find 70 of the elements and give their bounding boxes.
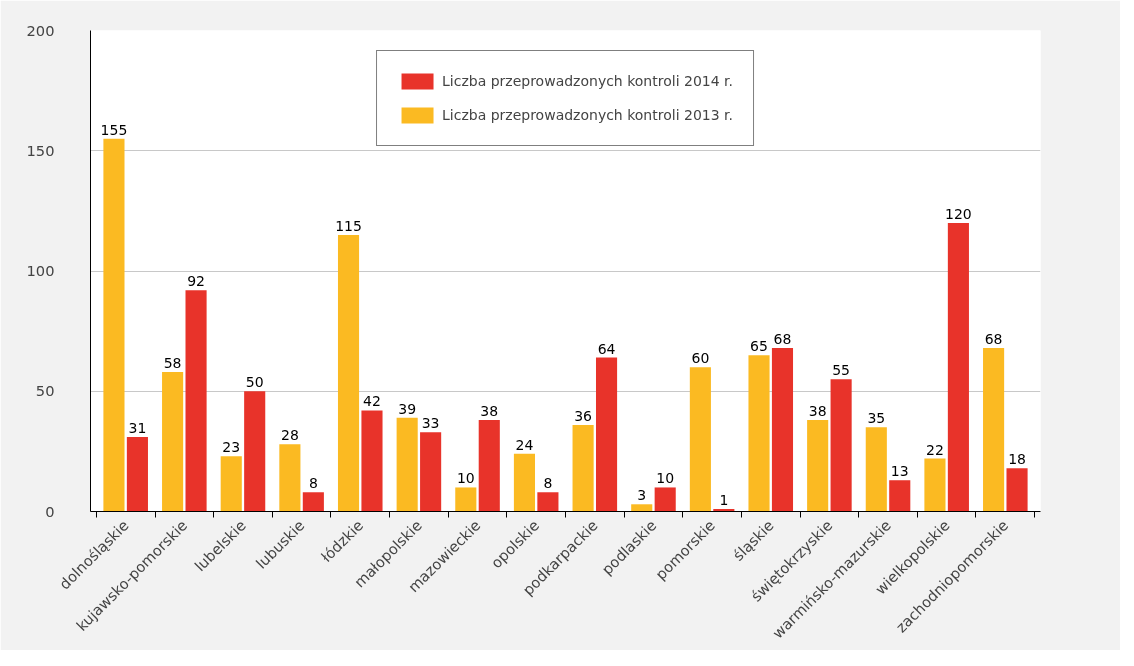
bar xyxy=(513,453,536,512)
bar xyxy=(654,487,676,512)
y-tick-label: 100 xyxy=(26,262,55,279)
data-label: 35 xyxy=(867,410,886,427)
bar xyxy=(572,424,594,512)
bar xyxy=(337,234,360,512)
bar xyxy=(162,372,184,512)
data-label: 38 xyxy=(808,403,827,420)
bar xyxy=(983,347,1005,512)
bar xyxy=(595,357,618,512)
data-label: 55 xyxy=(832,362,851,379)
bar xyxy=(244,391,266,512)
data-label: 1 xyxy=(719,492,729,509)
bar xyxy=(279,444,301,512)
bar xyxy=(1006,468,1028,512)
data-label: 23 xyxy=(222,439,241,456)
y-tick-label: 200 xyxy=(26,21,55,39)
y-tick-label: 0 xyxy=(45,502,55,520)
y-tick-label: 50 xyxy=(35,382,55,400)
bar xyxy=(420,432,442,512)
bar xyxy=(631,504,653,512)
bar xyxy=(830,379,852,512)
legend-label: Liczba przeprowadzonych kontroli 2013 r. xyxy=(442,107,733,123)
data-label: 10 xyxy=(656,470,675,487)
bar xyxy=(947,222,969,512)
data-label: 39 xyxy=(398,400,417,417)
bar xyxy=(478,420,500,512)
bar xyxy=(924,458,946,512)
bar xyxy=(396,417,418,512)
bar xyxy=(689,367,711,512)
y-tick-label: 150 xyxy=(26,141,55,159)
data-label: 10 xyxy=(456,470,475,487)
data-label: 60 xyxy=(691,350,710,367)
data-label: 24 xyxy=(515,436,534,453)
bar xyxy=(455,487,477,512)
legend-label: Liczba przeprowadzonych kontroli 2014 r. xyxy=(442,73,733,89)
data-label: 31 xyxy=(128,419,147,436)
data-label: 38 xyxy=(480,403,499,420)
data-label: 68 xyxy=(773,330,792,347)
bar xyxy=(771,347,794,512)
bar xyxy=(220,456,242,512)
data-label: 65 xyxy=(750,338,768,355)
data-label: 120 xyxy=(945,205,972,222)
data-label: 13 xyxy=(890,463,909,480)
data-label: 50 xyxy=(245,374,264,391)
data-label: 8 xyxy=(308,475,318,492)
data-label: 36 xyxy=(574,407,593,424)
data-label: 28 xyxy=(280,427,299,444)
bar xyxy=(807,420,829,512)
bar xyxy=(865,427,887,512)
data-label: 33 xyxy=(421,415,440,432)
data-label: 3 xyxy=(637,487,647,504)
bar xyxy=(748,355,770,512)
data-label: 58 xyxy=(163,355,182,372)
bar xyxy=(103,138,125,512)
data-label: 42 xyxy=(363,393,381,410)
bar xyxy=(126,436,148,512)
data-label: 64 xyxy=(597,340,616,357)
data-label: 155 xyxy=(100,121,128,138)
data-label: 8 xyxy=(543,475,553,492)
bar xyxy=(361,410,383,512)
data-label: 18 xyxy=(1008,451,1026,468)
data-label: 92 xyxy=(187,273,205,290)
bar xyxy=(537,492,559,512)
bar xyxy=(185,290,207,512)
data-label: 22 xyxy=(926,441,944,458)
bar xyxy=(889,480,911,512)
bar xyxy=(302,492,324,512)
data-label: 115 xyxy=(335,217,362,234)
data-label: 68 xyxy=(984,330,1003,347)
